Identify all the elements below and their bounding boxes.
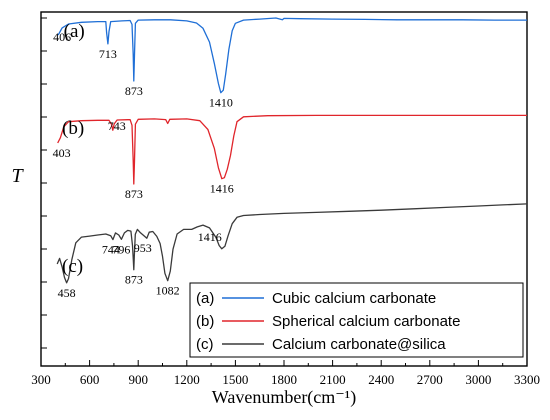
peak-label: 873	[125, 273, 143, 287]
peak-label: 744	[102, 243, 120, 257]
series-line-2	[57, 114, 527, 185]
x-tick-label: 3300	[514, 372, 540, 387]
series-line-3	[56, 203, 528, 284]
panel-tag: (a)	[64, 21, 85, 42]
peak-label: 873	[125, 187, 143, 201]
peak-label: 713	[99, 47, 117, 61]
x-tick-label: 1800	[271, 372, 297, 387]
x-tick-label: 600	[80, 372, 100, 387]
x-tick-label: 3000	[465, 372, 491, 387]
x-tick-label: 2700	[417, 372, 443, 387]
peak-label: 403	[53, 146, 71, 160]
panel-tag: (c)	[62, 256, 83, 277]
peak-label: 873	[125, 84, 143, 98]
peak-label: 1416	[198, 230, 222, 244]
peak-label: 458	[58, 286, 76, 300]
peak-label: 1082	[156, 284, 180, 298]
peak-label: 406	[53, 30, 71, 44]
peak-label: 1410	[209, 96, 233, 110]
peak-label: 743	[108, 119, 126, 133]
series-line-1	[57, 17, 527, 94]
peak-label: 796	[112, 242, 130, 256]
legend-tag: (c)	[196, 336, 214, 353]
x-tick-label: 1200	[174, 372, 200, 387]
panel-tag: (b)	[62, 118, 84, 139]
x-tick-label: 2100	[320, 372, 346, 387]
legend-tag: (a)	[196, 290, 214, 307]
panel-tags: (a) (b) (c)	[62, 21, 85, 277]
legend-entry: Spherical calcium carbonate	[272, 313, 460, 330]
spectra-lines	[56, 17, 528, 284]
legend-entry: Cubic calcium carbonate	[272, 290, 436, 307]
peak-label: 953	[134, 241, 152, 255]
x-tick-label: 300	[31, 372, 51, 387]
x-tick-label: 1500	[222, 372, 248, 387]
x-tick-label: 2400	[368, 372, 394, 387]
legend-tag: (b)	[196, 313, 214, 330]
y-axis-title: T	[11, 165, 24, 187]
peak-label: 1416	[210, 182, 234, 196]
x-axis-ticks: 300 600 900 1200 1500 1800 2100 2400 2700 3000 330…	[31, 360, 540, 387]
legend: (a) Cubic calcium carbonate (b) Spherical c…	[189, 282, 524, 358]
x-tick-label: 900	[128, 372, 148, 387]
x-axis-title: Wavenumber(cm⁻¹)	[212, 387, 356, 408]
legend-entry: Calcium carbonate@silica	[272, 336, 446, 353]
y-axis-ticks	[41, 17, 47, 349]
